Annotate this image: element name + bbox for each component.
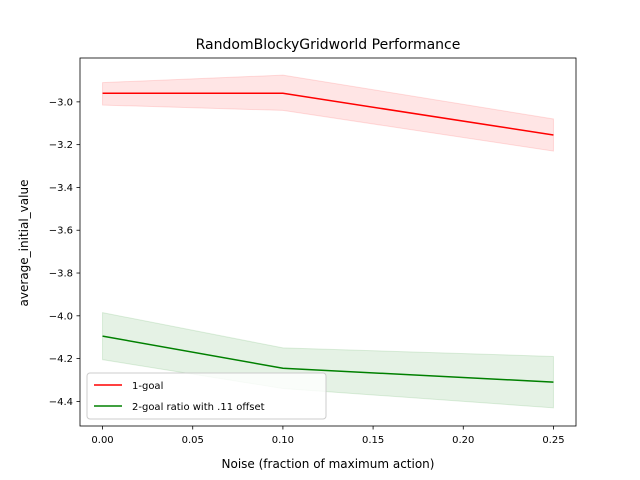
x-axis-label: Noise (fraction of maximum action) <box>222 457 435 471</box>
y-tick-label: −3.6 <box>49 226 73 237</box>
x-tick-label: 0.15 <box>362 435 384 446</box>
x-tick-label: 0.25 <box>542 435 564 446</box>
confidence-band-1 <box>102 74 554 152</box>
confidence-bands <box>102 74 554 409</box>
y-tick-label: −4.4 <box>49 397 73 408</box>
legend: 1-goal 2-goal ratio with .11 offset <box>86 372 327 420</box>
plot-area-frame <box>79 57 577 427</box>
chart-title: RandomBlockyGridworld Performance <box>196 37 461 53</box>
y-tick-label: −3.8 <box>49 269 73 280</box>
series-line-1 <box>102 92 554 136</box>
y-tick-label: −3.2 <box>49 140 73 151</box>
y-axis-label: average_initial_value <box>17 180 31 307</box>
series-lines <box>102 92 554 383</box>
x-tick-label: 0.20 <box>452 435 474 446</box>
y-tick-label: −3.0 <box>49 97 73 108</box>
x-tick-label: 0.10 <box>272 435 294 446</box>
x-tick-label: 0.00 <box>91 435 113 446</box>
legend-label-1: 1-goal <box>132 381 163 392</box>
y-tick-label: −4.2 <box>49 354 73 365</box>
y-tick-label: −3.4 <box>49 183 73 194</box>
legend-box <box>86 372 327 420</box>
y-tick-label: −4.0 <box>49 311 73 322</box>
series-line-2 <box>102 335 554 383</box>
x-axis-ticks: 0.00 0.05 0.10 0.15 0.20 0.25 <box>91 426 565 446</box>
x-tick-label: 0.05 <box>182 435 204 446</box>
legend-label-2: 2-goal ratio with .11 offset <box>132 402 265 413</box>
confidence-band-2 <box>102 311 554 409</box>
y-axis-ticks: −3.0 −3.2 −3.4 −3.6 −3.8 −4.0 −4.2 −4.4 <box>49 97 80 408</box>
